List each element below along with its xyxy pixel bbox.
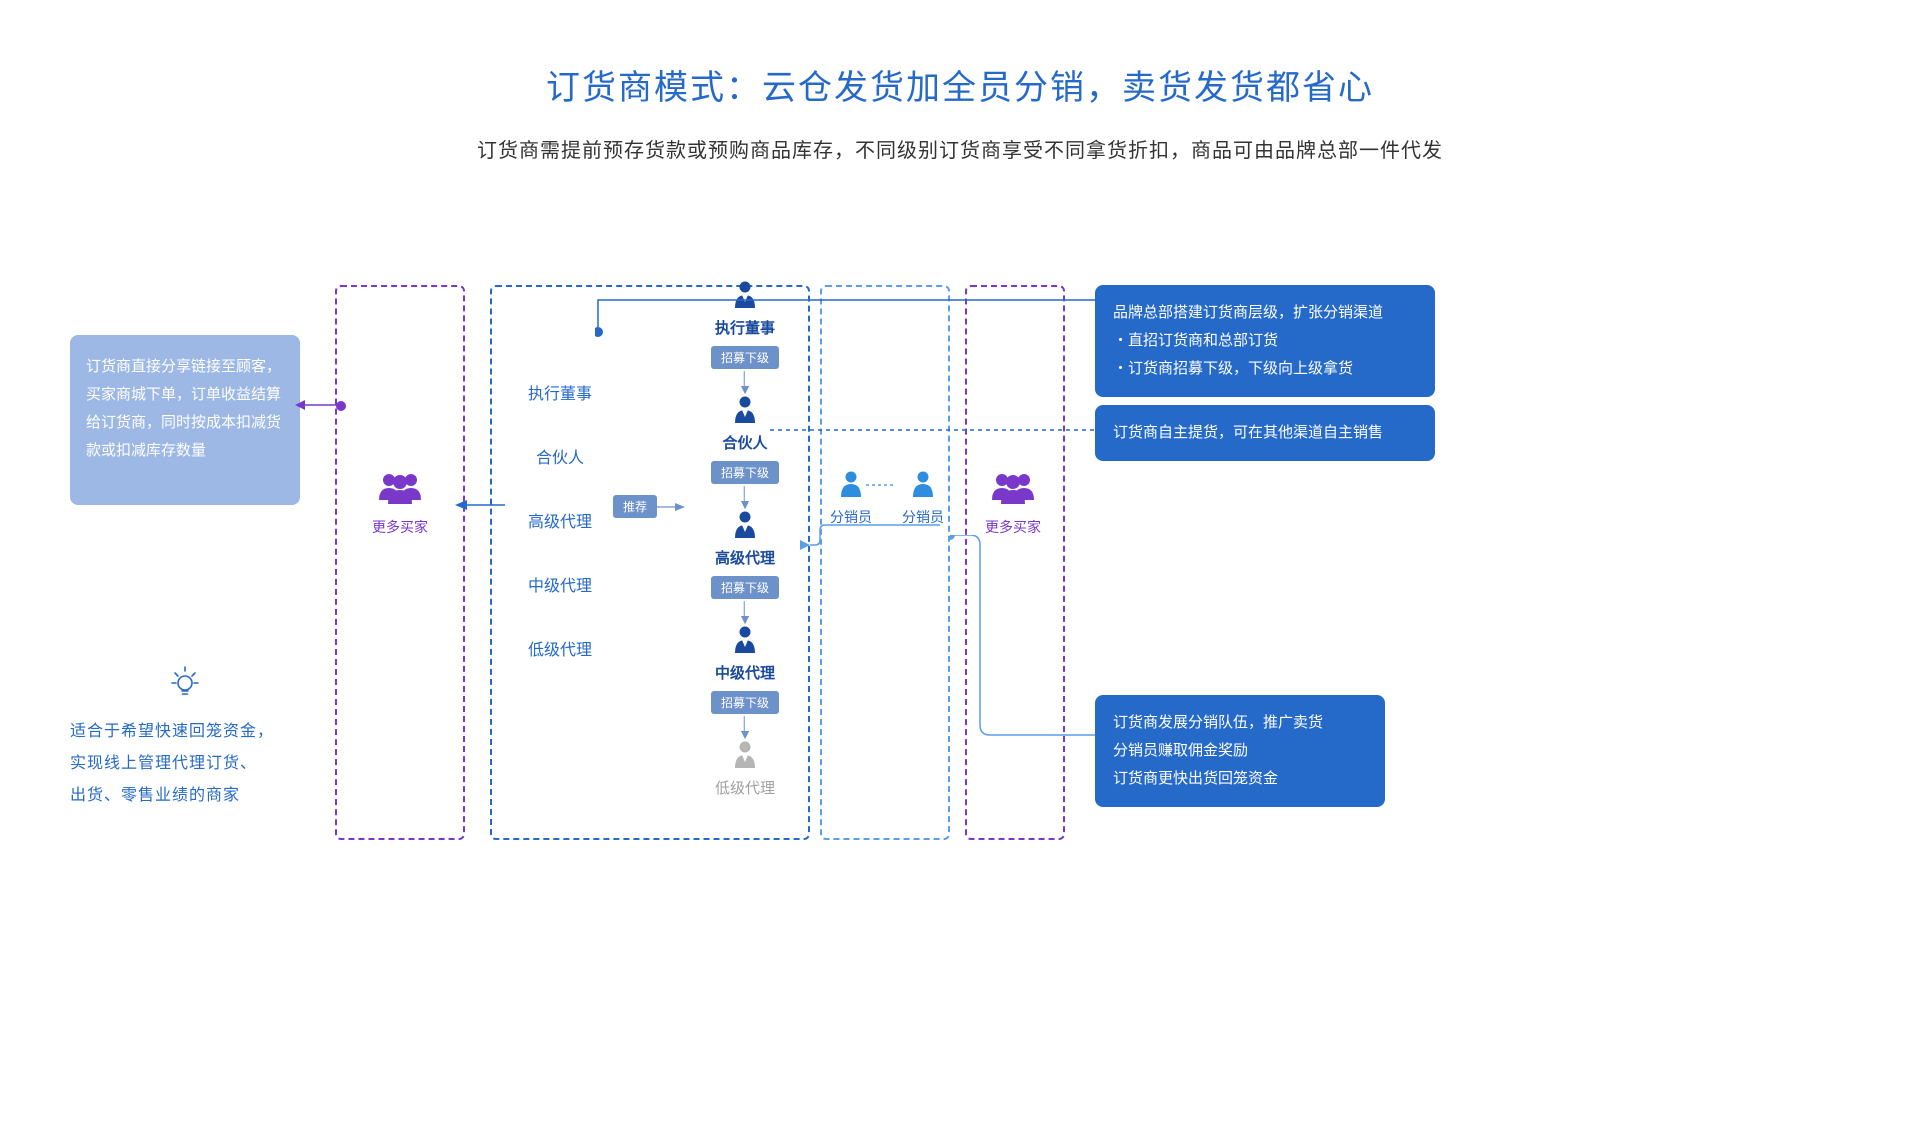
page-subtitle: 订货商需提前预存货款或预购商品库存，不同级别订货商享受不同拿货折扣，商品可由品牌…	[0, 134, 1920, 163]
buyers-left-label: 更多买家	[335, 517, 465, 537]
buyers-right-label: 更多买家	[985, 517, 1041, 537]
arrow-down-icon: │▼	[680, 374, 810, 394]
chain-label: 执行董事	[680, 317, 810, 338]
info-line: 订货商自主提货，可在其他渠道自主销售	[1113, 424, 1383, 441]
person-icon	[731, 642, 759, 659]
distributors-group: 分销员 分销员	[830, 470, 944, 527]
recruit-badge: 招募下级	[711, 576, 779, 599]
info-line: 订货商发展分销队伍，推广卖货	[1113, 709, 1367, 737]
dashed-buyers-left	[335, 285, 465, 840]
right-info-box-2: 订货商自主提货，可在其他渠道自主销售	[1095, 405, 1435, 461]
chain-label: 合伙人	[680, 432, 810, 453]
tip-block: 适合于希望快速回笼资金， 实现线上管理代理订货、 出货、零售业绩的商家	[70, 665, 300, 812]
connector-dot	[336, 401, 346, 411]
tip-line: 出货、零售业绩的商家	[70, 780, 300, 812]
distributor-label: 分销员	[902, 507, 944, 527]
distributor-label: 分销员	[830, 507, 872, 527]
info-line: ・直招订货商和总部订货	[1113, 327, 1417, 355]
chain-label-gray: 低级代理	[680, 777, 810, 798]
chain-label: 中级代理	[680, 662, 810, 683]
chain-label: 高级代理	[680, 547, 810, 568]
buyers-left-group: 更多买家	[335, 470, 465, 537]
arrow-down-icon: │▼	[680, 489, 810, 509]
person-icon	[838, 485, 864, 502]
connector-left	[295, 395, 340, 415]
person-icon	[731, 757, 759, 774]
tip-line: 适合于希望快速回笼资金，	[70, 716, 300, 748]
chain-column: 执行董事 招募下级 │▼ 合伙人 招募下级 │▼ 高级代理 招募下级 │▼ 中级…	[680, 280, 810, 802]
info-line: 分销员赚取佣金奖励	[1113, 737, 1367, 765]
hier-item: 执行董事	[515, 380, 605, 404]
arrow-down-icon: │▼	[680, 719, 810, 739]
people-group-icon	[988, 470, 1038, 511]
info-line: 品牌总部搭建订货商层级，扩张分销渠道	[1113, 299, 1417, 327]
recruit-badge: 招募下级	[711, 691, 779, 714]
hier-item: 中级代理	[515, 572, 605, 596]
hier-item: 合伙人	[515, 444, 605, 468]
hierarchy-list: 执行董事 合伙人 高级代理 中级代理 低级代理	[515, 380, 605, 700]
people-group-icon	[375, 470, 425, 511]
person-icon	[731, 297, 759, 314]
recruit-badge: 招募下级	[711, 346, 779, 369]
buyers-right-group: 更多买家	[985, 470, 1041, 537]
tip-line: 实现线上管理代理订货、	[70, 748, 300, 780]
right-info-box-3: 订货商发展分销队伍，推广卖货 分销员赚取佣金奖励 订货商更快出货回笼资金	[1095, 695, 1385, 807]
info-line: ・订货商招募下级，下级向上级拿货	[1113, 355, 1417, 383]
dashed-distributors	[820, 285, 950, 840]
lightbulb-icon	[70, 665, 300, 706]
person-icon	[731, 412, 759, 429]
page-title: 订货商模式：云仓发货加全员分销，卖货发货都省心	[0, 60, 1920, 109]
arrow-down-icon: │▼	[680, 604, 810, 624]
hier-item: 高级代理	[515, 508, 605, 532]
recommend-badge: 推荐	[613, 495, 657, 518]
hier-item: 低级代理	[515, 636, 605, 660]
diagram-stage: 订货商直接分享链接至顾客，买家商城下单，订单收益结算给订货商，同时按成本扣减货款…	[0, 285, 1920, 845]
left-info-box: 订货商直接分享链接至顾客，买家商城下单，订单收益结算给订货商，同时按成本扣减货款…	[70, 335, 300, 505]
recruit-badge: 招募下级	[711, 461, 779, 484]
person-icon	[731, 527, 759, 544]
dashed-buyers-right	[965, 285, 1065, 840]
person-icon	[910, 485, 936, 502]
info-line: 订货商更快出货回笼资金	[1113, 765, 1367, 793]
right-info-box-1: 品牌总部搭建订货商层级，扩张分销渠道 ・直招订货商和总部订货 ・订货商招募下级，…	[1095, 285, 1435, 397]
